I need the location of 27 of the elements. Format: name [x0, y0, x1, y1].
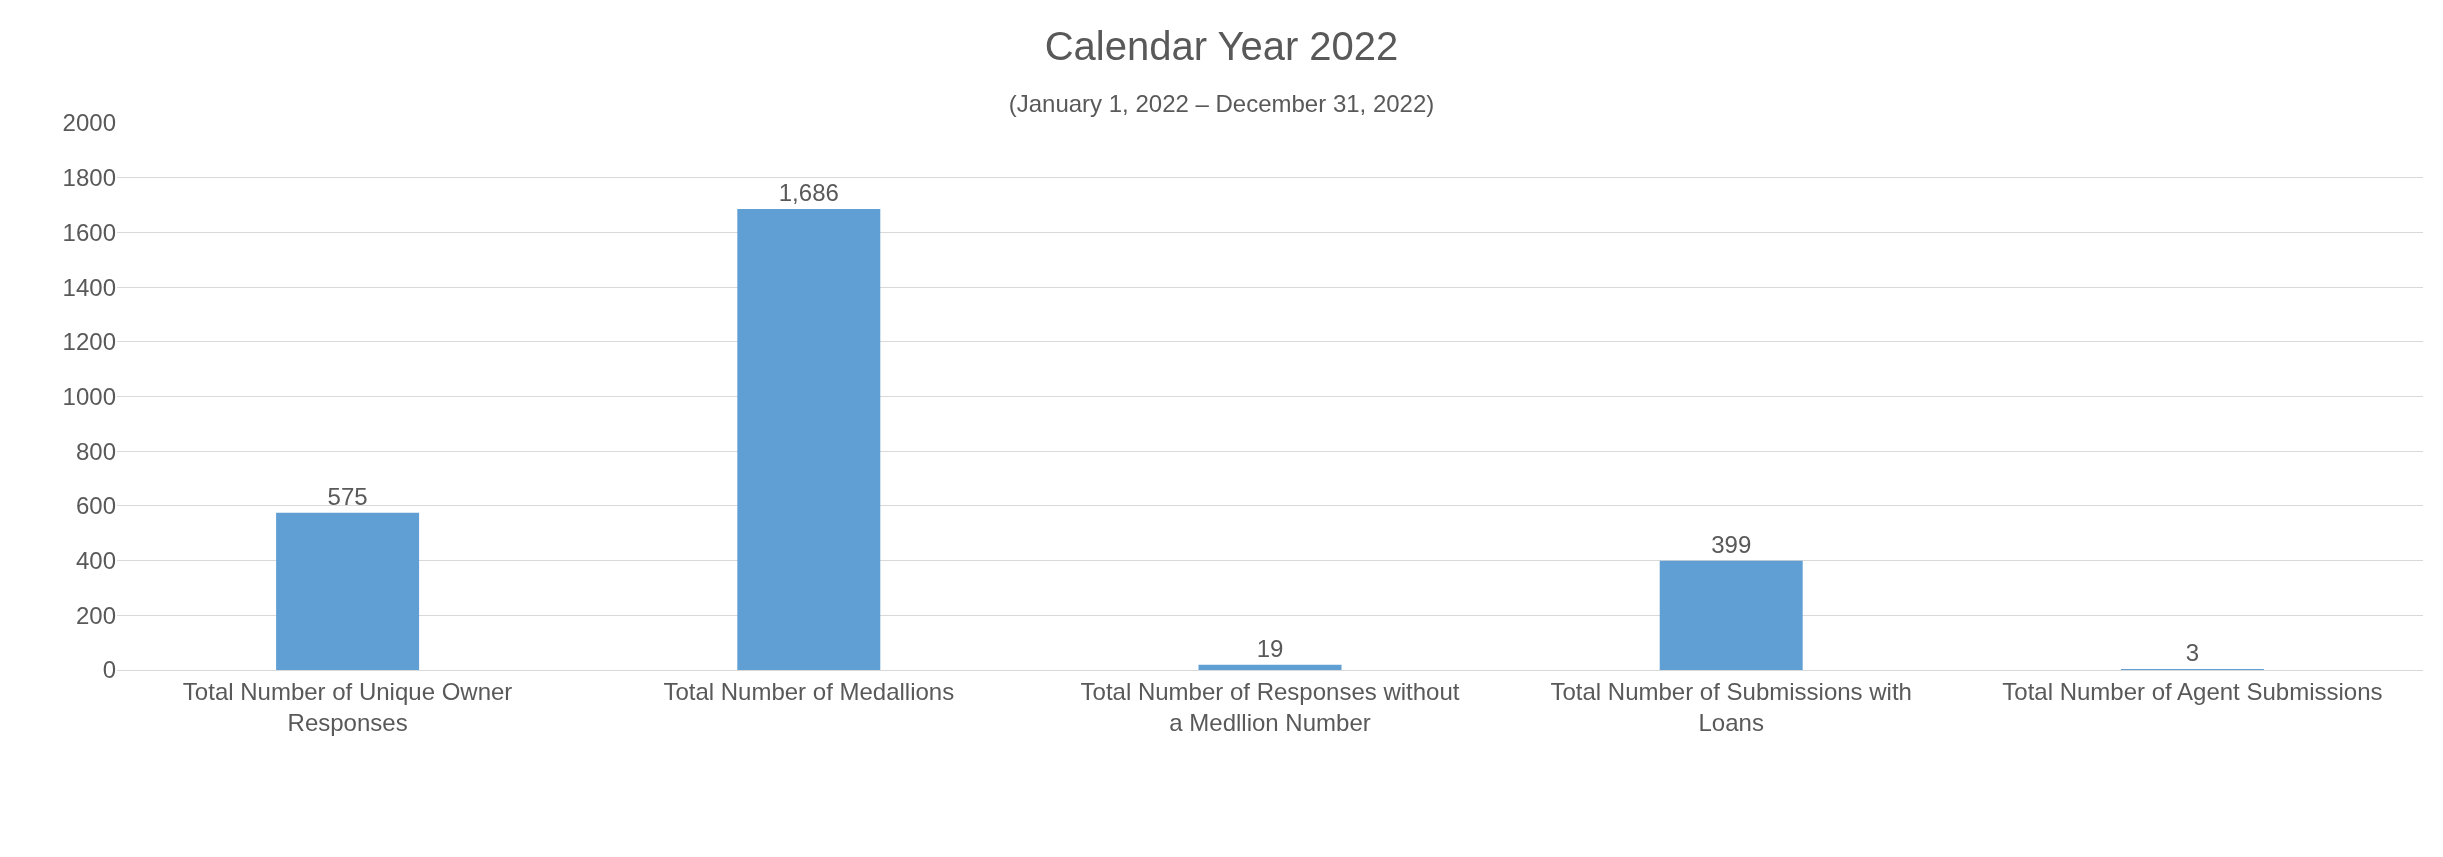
- y-tick-label: 1800: [62, 164, 116, 192]
- data-label: 19: [1256, 634, 1284, 662]
- y-tick-label: 800: [75, 437, 116, 465]
- bar: [276, 512, 420, 670]
- data-label: 575: [327, 482, 368, 510]
- data-label: 399: [1711, 530, 1752, 558]
- chart-subtitle: (January 1, 2022 – December 31, 2022): [1008, 89, 1435, 117]
- y-tick-label: 400: [75, 547, 116, 574]
- y-tick-label: 1000: [62, 382, 116, 410]
- x-tick-label: Total Number of Submissions with Loans: [1550, 677, 1912, 736]
- x-tick-label: Total Number of Agent Submissions: [2002, 677, 2383, 705]
- x-tick-label: Total Number of Medallions: [663, 677, 955, 705]
- bar: [737, 208, 881, 670]
- data-label: 1,686: [778, 178, 839, 206]
- bar: [1659, 560, 1803, 670]
- y-tick-label: 2000: [62, 109, 116, 137]
- y-tick-label: 0: [102, 656, 116, 684]
- x-tick-label: Total Number of Responses without a Medllion Number: [1080, 677, 1460, 736]
- chart-title: Calendar Year 2022: [1044, 23, 1399, 68]
- y-tick-label: 1200: [62, 328, 116, 356]
- y-tick-label: 600: [75, 492, 116, 520]
- bar: [1198, 664, 1342, 670]
- y-tick-label: 200: [75, 601, 116, 629]
- x-tick-label: Total Number of Unique Owner Responses: [182, 677, 513, 736]
- data-label: 3: [2185, 639, 2200, 666]
- y-tick-label: 1400: [62, 273, 116, 301]
- y-tick-label: 1600: [62, 218, 116, 246]
